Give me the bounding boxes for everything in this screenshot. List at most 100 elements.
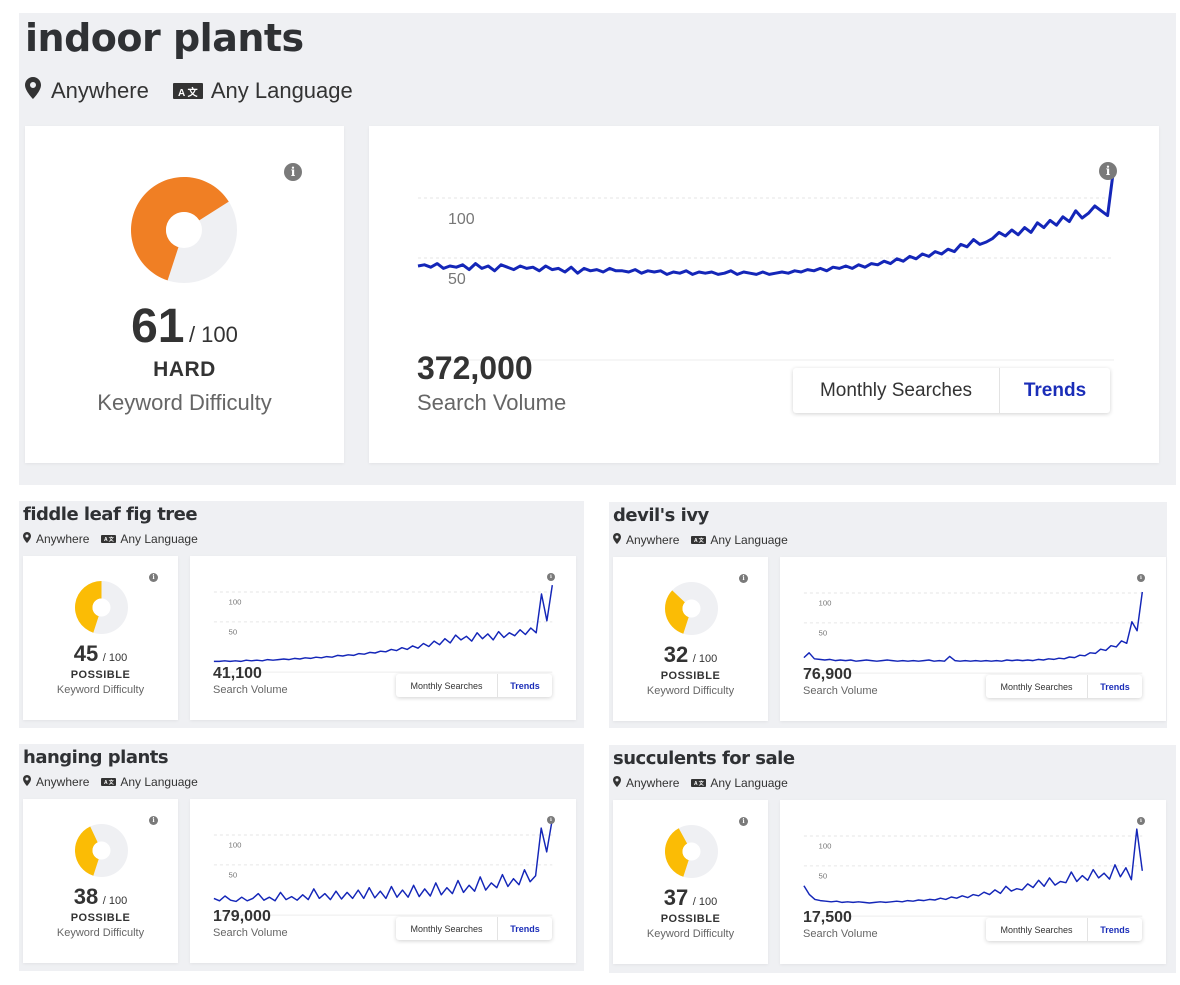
location-pin-icon	[25, 77, 41, 105]
y-tick-label: 100	[819, 599, 833, 608]
keyword-difficulty-card: i 37 / 100 POSSIBLE Keyword Difficulty	[613, 800, 768, 964]
search-trend-chart: 100 50	[213, 584, 554, 673]
search-volume-value: 372,000	[417, 350, 533, 386]
keyword-panel-devils-ivy: devil's ivy Anywhere A 文 Any Language i …	[609, 502, 1167, 728]
info-icon[interactable]: i	[739, 817, 748, 826]
info-icon[interactable]: i	[149, 573, 158, 582]
info-icon[interactable]: i	[739, 574, 748, 583]
y-tick-label: 100	[229, 598, 243, 607]
keyword-title: devil's ivy	[613, 505, 709, 526]
y-tick-label: 50	[819, 629, 828, 638]
difficulty-value: 37	[663, 885, 689, 910]
keyword-panel-succulents-for-sale: succulents for sale Anywhere A 文 Any Lan…	[609, 745, 1176, 973]
monthly-searches-toggle[interactable]: Monthly Searches	[1000, 681, 1073, 692]
location-text[interactable]: Anywhere	[51, 78, 149, 103]
difficulty-max: / 100	[102, 895, 128, 907]
difficulty-donut	[74, 581, 128, 634]
difficulty-label: Keyword Difficulty	[646, 685, 735, 697]
difficulty-level: POSSIBLE	[660, 913, 721, 925]
location-text[interactable]: Anywhere	[626, 776, 680, 790]
difficulty-donut-fill	[74, 581, 102, 633]
search-volume-value: 41,100	[213, 665, 262, 682]
keyword-difficulty-card: i 32 / 100 POSSIBLE Keyword Difficulty	[613, 557, 768, 721]
monthly-searches-toggle[interactable]: Monthly Searches	[819, 379, 973, 401]
language-text[interactable]: Any Language	[120, 532, 198, 546]
y-tick-label: 100	[448, 211, 475, 228]
difficulty-level: POSSIBLE	[70, 912, 131, 924]
info-icon[interactable]: i	[547, 816, 555, 824]
trends-toggle[interactable]: Trends	[497, 674, 552, 697]
difficulty-value: 45	[73, 641, 99, 666]
info-icon[interactable]: i	[284, 163, 302, 181]
location-text[interactable]: Anywhere	[36, 775, 90, 789]
monthly-searches-toggle[interactable]: Monthly Searches	[410, 680, 483, 691]
search-trend-chart: 100 50	[803, 828, 1144, 917]
keyword-difficulty-card: i 61 / 100 HARD Keyword Difficulty	[25, 126, 344, 463]
difficulty-donut-fill	[665, 828, 689, 877]
trend-line	[213, 818, 554, 903]
trends-toggle[interactable]: Trends	[1087, 918, 1142, 941]
difficulty-donut-hole	[92, 598, 111, 617]
monthly-searches-toggle[interactable]: Monthly Searches	[1000, 924, 1073, 935]
difficulty-donut	[665, 582, 718, 635]
search-volume-value: 17,500	[803, 909, 852, 926]
language-text[interactable]: Any Language	[120, 775, 198, 789]
search-volume-label: Search Volume	[803, 685, 878, 697]
difficulty-max: / 100	[188, 322, 238, 347]
info-icon[interactable]: i	[547, 573, 555, 581]
trend-line	[213, 584, 554, 663]
location-pin-icon	[23, 532, 31, 546]
language-text[interactable]: Any Language	[710, 533, 788, 547]
difficulty-donut-hole	[682, 842, 701, 861]
location-pin-icon	[613, 533, 621, 547]
search-volume-value: 76,900	[803, 666, 852, 683]
keyword-meta: Anywhere A 文 Any Language	[25, 77, 353, 105]
trends-toggle[interactable]: Trends	[999, 368, 1110, 413]
difficulty-level: POSSIBLE	[70, 669, 131, 681]
view-toggle: Monthly Searches Trends	[986, 918, 1142, 941]
keyword-difficulty-card: i 38 / 100 POSSIBLE Keyword Difficulty	[23, 799, 178, 963]
search-volume-card: 100 50 i 76,900 Search Volume Monthly Sea…	[780, 557, 1166, 721]
difficulty-value: 32	[663, 642, 689, 667]
info-icon[interactable]: i	[1137, 574, 1145, 582]
difficulty-score: 38 / 100	[23, 884, 178, 910]
monthly-searches-toggle[interactable]: Monthly Searches	[410, 923, 483, 934]
search-volume-label: Search Volume	[803, 928, 878, 940]
keyword-panel-fiddle-leaf-fig-tree: fiddle leaf fig tree Anywhere A 文 Any La…	[19, 501, 584, 728]
search-volume-label: Search Volume	[213, 927, 288, 939]
difficulty-score: 61 / 100	[25, 299, 344, 354]
trends-toggle[interactable]: Trends	[1087, 675, 1142, 698]
keyword-meta: Anywhere A 文 Any Language	[23, 532, 198, 546]
language-text[interactable]: Any Language	[710, 776, 788, 790]
search-volume-card: 100 50 i 372,000 Search Volume Monthly Se…	[369, 126, 1159, 463]
y-tick-label: 50	[229, 871, 238, 880]
language-icon: A 文	[101, 778, 117, 786]
difficulty-level: HARD	[153, 358, 216, 381]
view-toggle: Monthly Searches Trends	[396, 917, 552, 940]
info-icon[interactable]: i	[1137, 817, 1145, 825]
difficulty-score: 45 / 100	[23, 641, 178, 667]
difficulty-value: 38	[73, 884, 99, 909]
difficulty-donut-fill	[665, 590, 689, 634]
trends-toggle[interactable]: Trends	[497, 917, 552, 940]
info-icon[interactable]: i	[149, 816, 158, 825]
difficulty-max: / 100	[102, 652, 128, 664]
difficulty-score: 32 / 100	[613, 642, 768, 668]
difficulty-label: Keyword Difficulty	[56, 927, 145, 939]
trend-line	[417, 165, 1116, 276]
search-volume-label: Search Volume	[213, 684, 288, 696]
location-text[interactable]: Anywhere	[36, 532, 90, 546]
location-text[interactable]: Anywhere	[626, 533, 680, 547]
language-icon: A 文	[691, 779, 707, 787]
keyword-title: fiddle leaf fig tree	[23, 504, 198, 525]
y-tick-label: 50	[229, 628, 238, 637]
difficulty-label: Keyword Difficulty	[56, 684, 145, 696]
language-text[interactable]: Any Language	[210, 78, 353, 103]
search-volume-card: 100 50 i 179,000 Search Volume Monthly Se…	[190, 799, 576, 963]
keyword-title: hanging plants	[23, 747, 169, 768]
location-pin-icon	[613, 776, 621, 790]
info-icon[interactable]: i	[1099, 162, 1117, 180]
keyword-panel-hanging-plants: hanging plants Anywhere A 文 Any Language…	[19, 744, 584, 971]
difficulty-donut-fill	[131, 177, 229, 281]
location-pin-icon	[23, 775, 31, 789]
